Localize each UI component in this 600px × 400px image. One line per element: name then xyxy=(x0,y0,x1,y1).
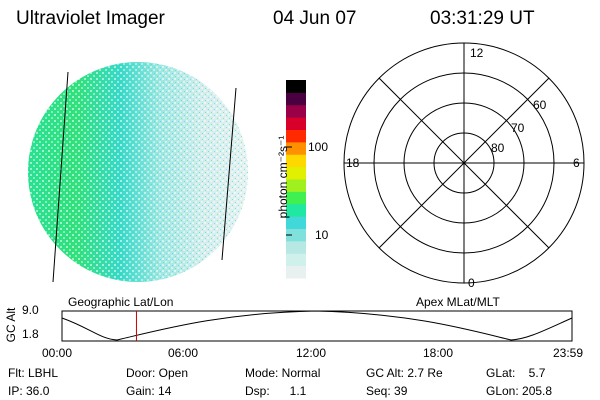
terminator-line-right xyxy=(221,87,237,261)
status-filter: Flt: LBHL xyxy=(8,366,59,380)
status-glat: GLat: 5.7 xyxy=(486,366,546,380)
status-glon: GLon: 205.8 xyxy=(486,384,553,398)
status-gc-alt: GC Alt: 2.7 Re xyxy=(366,366,443,380)
colorbar-segment xyxy=(286,216,306,229)
y-tick-9: 9.0 xyxy=(22,303,39,317)
mlt-label-18: 18 xyxy=(346,156,360,170)
mlt-label-6: 6 xyxy=(573,156,580,170)
time-tick-0000: 00:00 xyxy=(42,346,73,360)
time-tick-0600: 06:00 xyxy=(168,346,199,360)
status-door: Door: Open xyxy=(126,366,189,380)
colorbar-segment xyxy=(286,191,306,205)
lat-label-70: 70 xyxy=(511,121,525,135)
colorbar-segment xyxy=(286,166,306,180)
colorbar-segment xyxy=(286,203,306,217)
timeline-right-title: Apex MLat/MLT xyxy=(416,295,500,309)
colorbar-tick-100: 100 xyxy=(308,140,329,154)
colorbar-segment xyxy=(286,92,306,106)
colorbar-segment xyxy=(286,240,306,254)
time-tick-2359: 23:59 xyxy=(553,346,584,360)
colorbar-segment xyxy=(286,129,306,143)
colorbar-tick-10: 10 xyxy=(315,228,329,242)
timeline-left-title: Geographic Lat/Lon xyxy=(68,295,174,309)
colorbar-segment xyxy=(286,80,306,93)
y-axis-title: GC Alt xyxy=(4,307,18,343)
time-label: 03:31:29 UT xyxy=(430,8,535,29)
colorbar-segment xyxy=(286,265,306,279)
status-seq: Seq: 39 xyxy=(366,384,408,398)
mlt-label-12: 12 xyxy=(470,46,484,60)
colorbar-segment xyxy=(286,117,306,130)
y-tick-1-8: 1.8 xyxy=(22,327,39,341)
colorbar-segment xyxy=(286,154,306,168)
status-mode: Mode: Normal xyxy=(245,366,321,380)
colorbar-segment xyxy=(286,104,306,118)
status-dsp: Dsp: 1.1 xyxy=(245,384,307,398)
status-ip: IP: 36.0 xyxy=(8,384,50,398)
time-tick-1800: 18:00 xyxy=(423,346,454,360)
colorbar-segment xyxy=(286,141,306,155)
mlt-label-0: 0 xyxy=(468,276,475,290)
lat-label-60: 60 xyxy=(533,98,547,112)
colorbar-segment xyxy=(286,228,306,242)
colorbar-segment xyxy=(286,253,306,267)
status-gain: Gain: 14 xyxy=(126,384,172,398)
terminator-line-left xyxy=(52,71,69,283)
lat-label-80: 80 xyxy=(491,141,505,155)
instrument-title: Ultraviolet Imager xyxy=(16,8,165,29)
colorbar-segment xyxy=(286,179,306,192)
time-tick-1200: 12:00 xyxy=(296,346,327,360)
date-label: 04 Jun 07 xyxy=(273,8,357,29)
